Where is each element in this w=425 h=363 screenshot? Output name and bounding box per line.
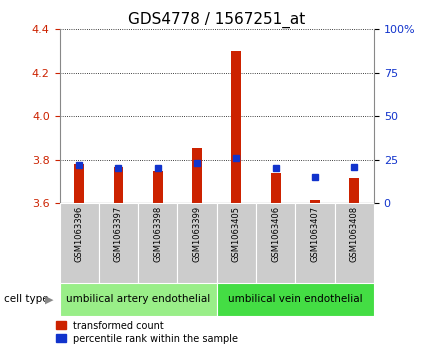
Text: umbilical vein endothelial: umbilical vein endothelial bbox=[228, 294, 363, 305]
Bar bbox=[256, 203, 295, 283]
Bar bbox=[310, 200, 320, 203]
Text: GSM1063406: GSM1063406 bbox=[271, 206, 280, 262]
Bar bbox=[138, 203, 178, 283]
Bar bbox=[153, 171, 163, 203]
Legend: transformed count, percentile rank within the sample: transformed count, percentile rank withi… bbox=[56, 321, 238, 344]
Bar bbox=[178, 203, 217, 283]
Title: GDS4778 / 1567251_at: GDS4778 / 1567251_at bbox=[128, 12, 306, 28]
Text: GSM1063397: GSM1063397 bbox=[114, 206, 123, 262]
Text: GSM1063396: GSM1063396 bbox=[75, 206, 84, 262]
Bar bbox=[60, 203, 99, 283]
Text: cell type: cell type bbox=[4, 294, 49, 305]
Bar bbox=[217, 203, 256, 283]
Bar bbox=[232, 51, 241, 203]
Bar bbox=[295, 203, 335, 283]
Bar bbox=[113, 167, 123, 203]
Bar bbox=[335, 203, 374, 283]
Bar bbox=[271, 173, 281, 203]
Text: GSM1063399: GSM1063399 bbox=[193, 206, 201, 262]
Text: GSM1063408: GSM1063408 bbox=[350, 206, 359, 262]
Text: umbilical artery endothelial: umbilical artery endothelial bbox=[66, 294, 210, 305]
Text: ▶: ▶ bbox=[45, 294, 53, 305]
Bar bbox=[192, 148, 202, 203]
Bar bbox=[60, 283, 217, 316]
Text: GSM1063398: GSM1063398 bbox=[153, 206, 162, 262]
Bar bbox=[217, 283, 374, 316]
Bar bbox=[349, 178, 359, 203]
Text: GSM1063405: GSM1063405 bbox=[232, 206, 241, 262]
Bar bbox=[74, 164, 84, 203]
Bar bbox=[99, 203, 138, 283]
Text: GSM1063407: GSM1063407 bbox=[311, 206, 320, 262]
